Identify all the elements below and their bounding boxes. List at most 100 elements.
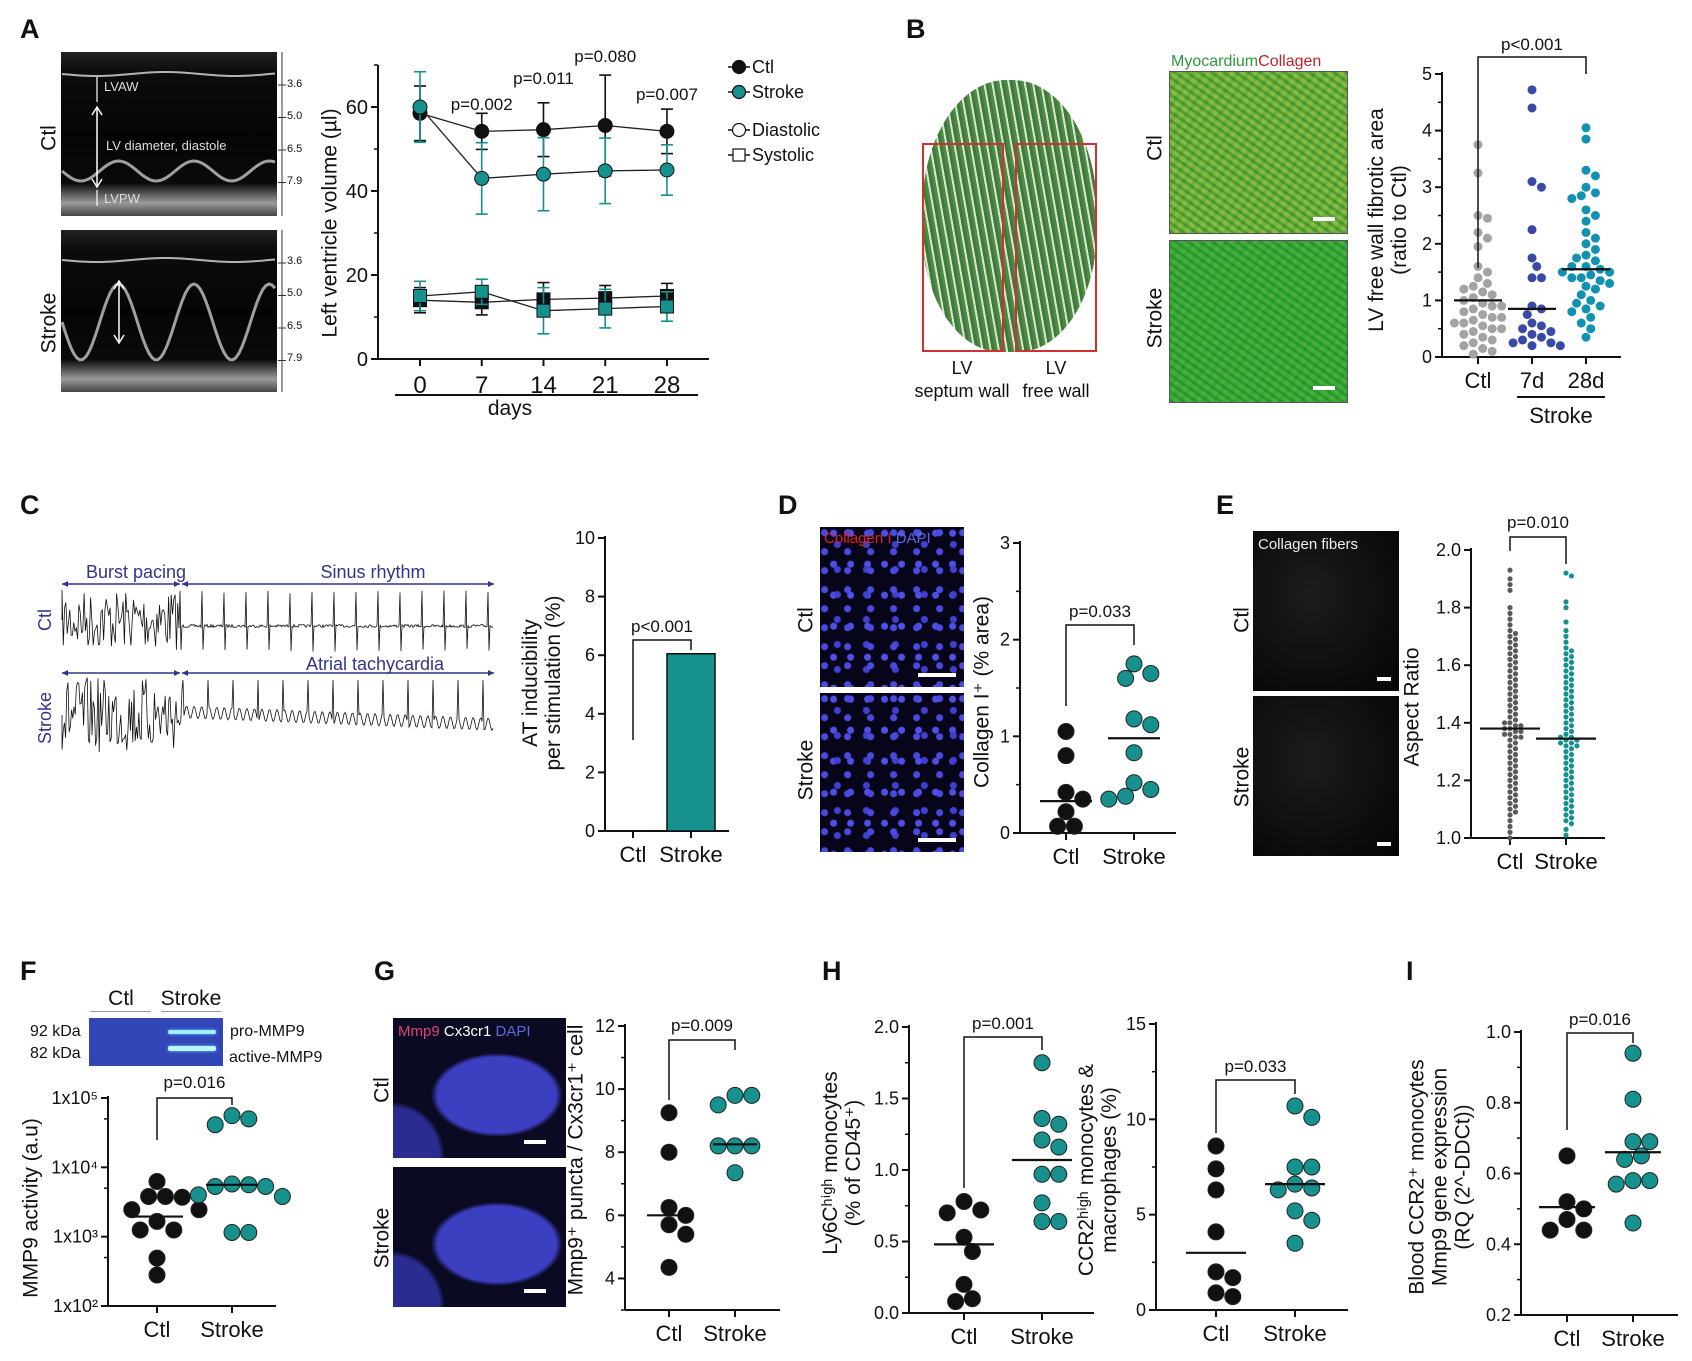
data-point-stroke [1568,677,1575,683]
data-point-ctl [1473,168,1483,178]
echo-scale-tick: 7.9 [287,175,303,187]
data-point-stroke [1568,671,1575,677]
data-point-28d [1581,239,1591,249]
data-point-stroke [1568,769,1575,775]
data-point-ctl [1507,725,1513,732]
data-point-stroke [1563,651,1569,657]
data-point-stroke [1624,1214,1642,1232]
data-point-7d [1536,332,1546,342]
y-tick-label: 8 [605,1142,615,1162]
data-point-ctl [1459,284,1469,294]
data-point-ctl [1507,731,1513,737]
data-point-ctl [1558,1193,1576,1211]
data-point-stroke [1641,1172,1659,1190]
data-point-stroke [1563,656,1569,663]
data-point-ctl [1507,685,1513,691]
data-point-7d [1536,182,1546,192]
data-point-ctl [1507,668,1513,674]
data-point-ctl [660,1216,678,1234]
data-point-stroke [1050,1115,1068,1133]
data-point-28d [1581,281,1591,291]
data-point-ctl [938,1204,956,1222]
segment-label-sinus-rhythm: Sinus rhythm [320,562,426,582]
panel-letter-i: I [1406,956,1414,986]
y-tick-label: 20 [346,265,368,287]
data-point-ctl [1507,605,1513,611]
data-point-stroke [1033,1212,1051,1230]
y-tick-label: 0 [1422,347,1432,367]
data-point-28d [1576,191,1586,201]
panel-letter-e: E [1216,490,1235,520]
data-point-ctl [1473,227,1483,237]
data-point-stroke [1563,800,1569,807]
data-point-ctl [1507,674,1513,680]
data-point-stroke [709,1137,727,1155]
data-point-ctl [1512,734,1519,740]
data-point-stroke [223,1107,241,1125]
data-point-stroke [1568,665,1575,671]
data-point-stroke [257,1177,275,1195]
data-point-7d [1546,338,1556,348]
data-point-ctl [1507,772,1513,778]
y-tick-label: 5 [1136,1205,1146,1225]
data-point-stroke [206,1116,224,1134]
data-point-stroke [474,284,489,299]
data-point-stroke [1624,1090,1642,1108]
data-point-ctl [1512,717,1519,723]
data-point-ctl [1507,812,1513,818]
data-point-ctl [131,1221,149,1239]
data-point-stroke [1568,700,1575,706]
x-tick-label: 7 [475,372,488,399]
data-point-ctl [1541,1221,1559,1239]
data-point-ctl [474,295,489,310]
data-point-ctl [1473,261,1483,271]
data-point-28d [1567,307,1577,317]
y-tick-label: 1x10² [53,1296,98,1316]
data-point-ctl [1507,691,1513,697]
data-point-stroke [1563,599,1569,605]
data-point-stroke [1125,710,1143,728]
data-point-stroke [1563,818,1569,824]
data-point-28d [1586,324,1596,334]
data-point-ctl [1501,731,1508,737]
y-tick-label: 1.0 [1436,828,1461,848]
data-point-stroke [1568,723,1575,729]
y-tick-label: 5 [1422,64,1432,84]
stain-label-collagen-i: Collagen I [824,530,892,547]
data-point-stroke [1607,1175,1625,1193]
stain-label-myocardium: Myocardium [1171,53,1259,70]
x-tick-label: 7d [1520,368,1544,393]
data-point-ctl [1512,682,1519,688]
p-value-label: p=0.033 [1225,1057,1287,1076]
data-point-stroke [1563,725,1569,732]
data-point-ctl [1507,622,1513,628]
data-point-ctl [1057,783,1075,801]
data-point-ctl [963,1243,981,1261]
y-tick-label: 10 [575,528,595,548]
data-point-ctl [165,1221,183,1239]
data-point-28d [1567,273,1577,283]
gel-lane-line [90,1011,151,1012]
data-point-ctl [1512,630,1519,637]
echo-scale-tick: 3.6 [287,255,303,267]
data-point-stroke [598,301,613,316]
x-tick-label: 14 [530,372,557,399]
data-point-ctl [1512,671,1519,677]
y-axis-label: Blood CCR2⁺ monocytes Mmp9 gene expressi… [1405,1059,1475,1295]
data-point-ctl [1512,769,1519,775]
y-tick-label: 1.4 [1436,713,1461,733]
p-value-label: p=0.002 [451,95,513,114]
stain-label-cx3cr1: Cx3cr1 [443,1023,492,1040]
fish-image-ctl [393,1018,566,1158]
data-point-ctl [1507,783,1513,789]
data-point-ctl [660,1258,678,1276]
data-point-ctl [1507,789,1513,795]
data-point-stroke [1568,751,1575,758]
data-point-ctl [1057,723,1075,740]
zymography-gel [89,1018,223,1066]
row-label-ctl: Ctl [1230,607,1254,633]
y-tick-label: 2 [1000,630,1010,650]
y-tick-label: 8 [585,587,595,607]
row-label-stroke: Stroke [35,691,56,745]
data-point-ctl [1468,327,1478,337]
